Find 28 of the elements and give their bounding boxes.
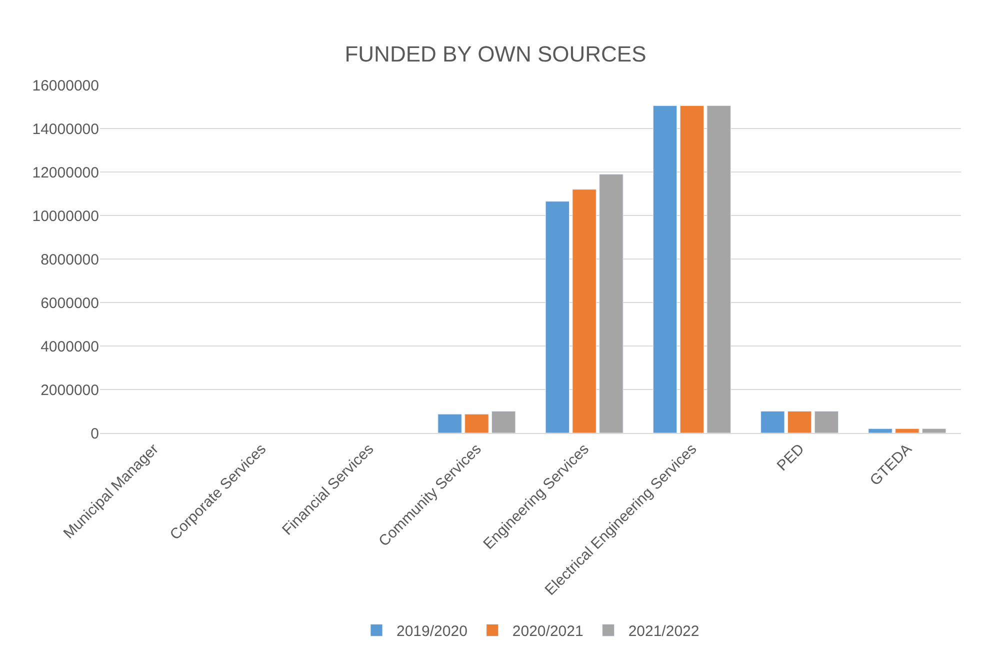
legend-label: 2021/2022: [628, 623, 700, 640]
y-tick-label: 14000000: [32, 120, 99, 138]
y-tick-label: 12000000: [32, 164, 99, 182]
chart-title: FUNDED BY OWN SOURCES: [344, 42, 646, 67]
y-tick-label: 4000000: [40, 338, 99, 356]
legend-label: 2019/2020: [396, 623, 468, 640]
bar: [922, 428, 946, 433]
bar: [599, 174, 624, 433]
y-tick-label: 2000000: [40, 382, 99, 399]
legend-label: 2020/2021: [512, 623, 584, 640]
bar: [895, 428, 920, 433]
bar: [545, 201, 570, 433]
y-tick-label: 0: [90, 425, 99, 442]
bar: [572, 189, 596, 433]
bar: [706, 105, 731, 433]
bar: [814, 411, 839, 433]
y-tick-label: 6000000: [40, 294, 99, 312]
bar: [492, 411, 516, 433]
y-tick-label: 8000000: [40, 251, 99, 268]
bar: [464, 414, 489, 433]
bar: [787, 411, 812, 433]
bar: [438, 414, 462, 433]
bar: [652, 105, 678, 433]
bar: [680, 105, 704, 433]
bar: [760, 411, 785, 433]
y-tick-label: 10000000: [32, 208, 99, 225]
bar: [868, 428, 892, 433]
y-tick-label: 16000000: [32, 77, 99, 94]
